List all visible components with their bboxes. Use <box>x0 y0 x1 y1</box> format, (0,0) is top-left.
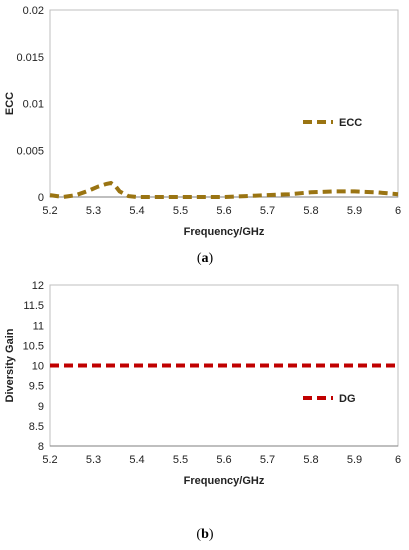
y-tick-label: 0 <box>38 192 44 204</box>
x-axis-label: Frequency/GHz <box>184 226 265 238</box>
x-tick-label: 5.3 <box>86 205 101 217</box>
y-tick-label: 11.5 <box>23 300 44 312</box>
x-tick-label: 5.7 <box>260 205 275 217</box>
panel-caption: (a) <box>197 251 214 266</box>
y-tick-label: 8 <box>38 441 44 453</box>
x-tick-label: 6 <box>395 454 401 466</box>
y-tick-label: 0.005 <box>16 145 44 157</box>
x-tick-label: 5.6 <box>216 205 231 217</box>
y-tick-label: 9 <box>38 401 44 413</box>
x-tick-label: 5.8 <box>303 205 318 217</box>
y-tick-label: 11 <box>33 320 44 332</box>
x-axis-label: Frequency/GHz <box>184 475 265 487</box>
y-axis-label: Diversity Gain <box>4 328 16 402</box>
x-tick-label: 5.4 <box>129 454 144 466</box>
chart-panel-a: 5.2 5.3 5.4 5.5 5.6 5.7 5.8 5.9 6 0 0.005 0.01 0.015… <box>4 5 401 266</box>
y-tick-label: 8.5 <box>29 421 44 433</box>
y-tick-label: 12 <box>32 280 44 292</box>
x-tick-label: 5.3 <box>86 454 101 466</box>
y-tick-label: 10.5 <box>23 340 44 352</box>
x-tick-label: 5.5 <box>173 454 188 466</box>
series-line-ecc <box>49 180 399 200</box>
y-tick-label: 9.5 <box>29 381 44 393</box>
x-tick-label: 5.9 <box>347 454 362 466</box>
x-tick-label: 5.2 <box>42 454 57 466</box>
x-tick-label: 5.2 <box>42 205 57 217</box>
legend-label: ECC <box>339 117 362 129</box>
x-tick-label: 5.8 <box>303 454 318 466</box>
y-tick-label: 0.02 <box>23 5 44 17</box>
x-tick-label: 5.5 <box>173 205 188 217</box>
legend-label: DG <box>339 393 356 405</box>
y-axis-label: ECC <box>4 92 16 115</box>
plot-frame <box>49 9 399 198</box>
chart-panel-b: 5.2 5.3 5.4 5.5 5.6 5.7 5.8 5.9 6 8 8.5 9 9.5 10 10.5 1… <box>4 280 401 542</box>
x-tick-label: 5.9 <box>347 205 362 217</box>
x-tick-label: 5.4 <box>129 205 144 217</box>
x-tick-label: 5.6 <box>216 454 231 466</box>
y-tick-label: 0.015 <box>16 52 44 64</box>
y-tick-label: 10 <box>32 361 44 373</box>
y-tick-label: 0.01 <box>23 99 44 111</box>
x-tick-label: 5.7 <box>260 454 275 466</box>
panel-caption: (b) <box>196 527 213 542</box>
x-tick-label: 6 <box>395 205 401 217</box>
legend: ECC <box>303 117 362 129</box>
legend: DG <box>303 393 356 405</box>
